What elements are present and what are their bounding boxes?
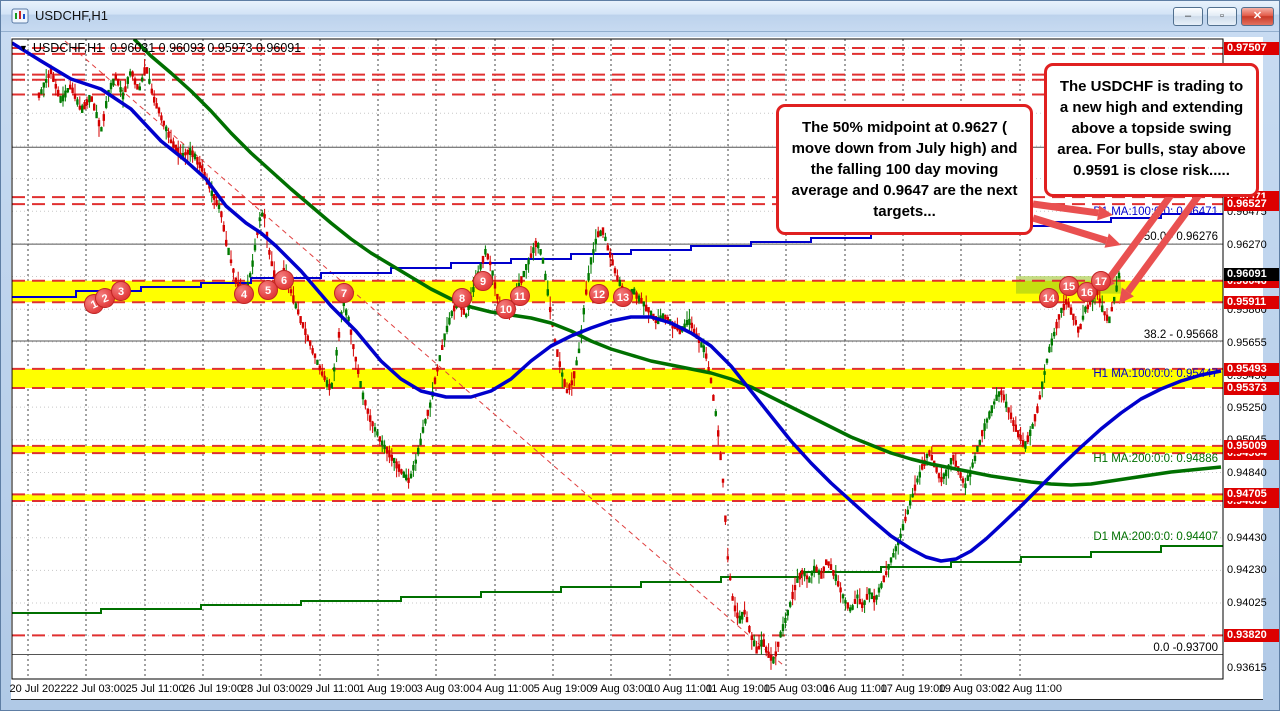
ma-value-label: 0.0 -0.93700 bbox=[1153, 642, 1218, 654]
price-level-tag: 0.95911 bbox=[1224, 296, 1279, 310]
swing-number-badge: 14 bbox=[1039, 288, 1059, 308]
swing-number-badge: 17 bbox=[1091, 271, 1111, 291]
time-axis-label: 26 Jul 19:00 bbox=[183, 683, 243, 695]
ma-value-label: 50.0 - 0.96276 bbox=[1143, 231, 1218, 243]
price-axis-label: 0.93615 bbox=[1227, 661, 1267, 674]
minimize-icon: – bbox=[1184, 10, 1192, 22]
annotation-box-new-high: The USDCHF is trading to a new high and … bbox=[1044, 63, 1259, 197]
time-axis-label: 1 Aug 19:00 bbox=[358, 683, 418, 695]
price-axis-label: 0.95655 bbox=[1227, 337, 1267, 350]
swing-number-badge: 12 bbox=[589, 284, 609, 304]
ma-value-label: D1 MA:200:0:0: 0.94407 bbox=[1093, 531, 1218, 543]
ma-value-label: 38.2 - 0.95668 bbox=[1143, 329, 1218, 341]
price-level-tag: 0.93820 bbox=[1224, 629, 1279, 643]
swing-number-badge: 9 bbox=[473, 271, 493, 291]
restore-button[interactable]: ▫ bbox=[1207, 7, 1237, 26]
price-level-tag: 0.97507 bbox=[1224, 42, 1279, 55]
swing-number-badge: 8 bbox=[452, 288, 472, 308]
price-axis-label: 0.95250 bbox=[1227, 401, 1267, 414]
price-axis-label: 0.96270 bbox=[1227, 239, 1267, 252]
time-axis-label: 19 Aug 03:00 bbox=[938, 683, 1004, 695]
price-level-tag: 0.95493 bbox=[1224, 362, 1279, 376]
window-title: USDCHF,H1 bbox=[35, 8, 108, 23]
current-price-tag: 0.96091 bbox=[1224, 267, 1279, 281]
price-level-tag: 0.94705 bbox=[1224, 488, 1279, 502]
close-button[interactable]: ✕ bbox=[1241, 7, 1274, 26]
minimize-button[interactable]: – bbox=[1173, 7, 1203, 26]
time-axis-label: 4 Aug 11:00 bbox=[476, 683, 534, 695]
price-level-tag: 0.96527 bbox=[1224, 198, 1279, 212]
swing-number-badge: 15 bbox=[1059, 276, 1079, 296]
swing-number-badge: 11 bbox=[510, 286, 530, 306]
swing-number-badge: 10 bbox=[496, 299, 516, 319]
time-axis-label: 9 Aug 03:00 bbox=[591, 683, 651, 695]
time-axis-label: 28 Jul 03:00 bbox=[241, 683, 301, 695]
ma-value-label: D1 MA:100:0:0: 0.96471 bbox=[1093, 206, 1218, 218]
swing-number-badge: 4 bbox=[234, 284, 254, 304]
ohlc-info-line: ▼ USDCHF,H1 0.96031 0.96093 0.95973 0.960… bbox=[19, 41, 302, 55]
time-axis-label: 20 Jul 2022 bbox=[9, 683, 67, 695]
time-axis-label: 16 Aug 11:00 bbox=[822, 683, 888, 695]
annotation-box-midpoint: The 50% midpoint at 0.9627 ( move down f… bbox=[776, 104, 1033, 235]
price-level-tag: 0.95009 bbox=[1224, 439, 1279, 453]
price-axis-label: 0.94430 bbox=[1227, 532, 1267, 545]
price-axis-label: 0.94840 bbox=[1227, 466, 1267, 479]
time-axis-label: 10 Aug 11:00 bbox=[647, 683, 713, 695]
swing-number-badge: 6 bbox=[274, 270, 294, 290]
time-axis-label: 5 Aug 19:00 bbox=[533, 683, 593, 695]
ma-value-label: H1 MA:200:0:0: 0.94886 bbox=[1093, 453, 1218, 465]
price-axis-label: 0.94230 bbox=[1227, 564, 1267, 577]
time-axis-label: 17 Aug 19:00 bbox=[880, 683, 946, 695]
symbol-dropdown-icon: ▼ bbox=[19, 43, 28, 53]
time-axis-label: 3 Aug 03:00 bbox=[416, 683, 476, 695]
swing-number-badge: 7 bbox=[334, 283, 354, 303]
time-axis-label: 11 Aug 19:00 bbox=[705, 683, 771, 695]
swing-number-badge: 13 bbox=[613, 287, 633, 307]
price-axis-label: 0.94025 bbox=[1227, 596, 1267, 609]
restore-icon: ▫ bbox=[1220, 10, 1224, 22]
time-axis-label: 22 Jul 03:00 bbox=[66, 683, 126, 695]
time-axis-label: 15 Aug 03:00 bbox=[763, 683, 829, 695]
swing-number-badge: 3 bbox=[111, 281, 131, 301]
window-titlebar[interactable]: USDCHF,H1 – ▫ ✕ bbox=[1, 1, 1279, 32]
time-axis-label: 29 Jul 11:00 bbox=[300, 683, 360, 695]
time-axis-label: 25 Jul 11:00 bbox=[125, 683, 185, 695]
time-axis-label: 22 Aug 11:00 bbox=[997, 683, 1063, 695]
swing-number-badge: 5 bbox=[258, 280, 278, 300]
chart-app-icon bbox=[11, 8, 29, 24]
close-icon: ✕ bbox=[1252, 10, 1263, 22]
price-level-tag: 0.95373 bbox=[1224, 381, 1279, 395]
ma-value-label: H1 MA:100:0:0: 0.95447 bbox=[1093, 368, 1218, 380]
